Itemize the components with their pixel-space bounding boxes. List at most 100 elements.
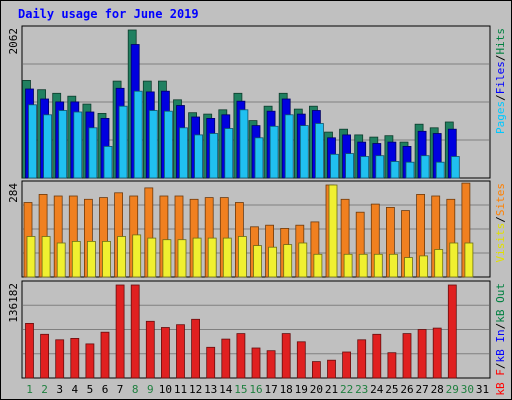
kbytes-panel-bar-kb-f-day-19 bbox=[296, 341, 306, 379]
hits-panel-legend-separator: / bbox=[494, 55, 507, 62]
day-label-30: 30 bbox=[461, 383, 474, 396]
day-label-8: 8 bbox=[132, 383, 139, 396]
day-label-19: 19 bbox=[295, 383, 308, 396]
sites-panel-bar-visits-day-16 bbox=[253, 245, 262, 278]
hits-panel-bar-pages-day-3 bbox=[58, 110, 68, 179]
hits-panel-bar-pages-day-4 bbox=[73, 111, 83, 179]
day-axis-labels: 1 2 3 4 5 6 7 8 9 10 11 12 13 14 15 16 17 18 19 20 21 22 23 24 2… bbox=[26, 383, 489, 396]
sites-panel-legend-visits: Visits bbox=[494, 223, 507, 263]
sites-panel-bar-visits-day-20 bbox=[313, 253, 323, 278]
day-label-18: 18 bbox=[280, 383, 293, 396]
kbytes-panel-bar-kb-f-day-12 bbox=[191, 318, 201, 379]
kbytes-panel-bar-kb-f-day-2 bbox=[40, 333, 49, 379]
kbytes-panel-bar-kb-f-day-14 bbox=[221, 338, 231, 379]
sites-panel-bar-visits-day-23 bbox=[358, 253, 368, 278]
kbytes-panel-bar-kb-f-day-22 bbox=[342, 351, 352, 379]
day-label-31: 31 bbox=[476, 383, 489, 396]
sites-panel-bar-visits-day-2 bbox=[41, 236, 51, 278]
hits-panel-bar-pages-day-2 bbox=[43, 114, 52, 179]
kbytes-panel-legend-kb-f: kB F bbox=[494, 369, 507, 396]
kbytes-panel-legend-separator: / bbox=[494, 363, 507, 370]
sites-panel-bar-visits-day-12 bbox=[192, 237, 202, 278]
day-label-7: 7 bbox=[117, 383, 124, 396]
kbytes-panel-bar-kb-f-day-28 bbox=[432, 327, 442, 379]
kbytes-panel-bar-kb-f-day-16 bbox=[251, 347, 261, 379]
hits-panel-bar-pages-day-16 bbox=[254, 137, 264, 179]
sites-panel-bar-visits-day-15 bbox=[237, 236, 247, 278]
day-label-13: 13 bbox=[204, 383, 217, 396]
day-label-3: 3 bbox=[56, 383, 63, 396]
chart-panels: 2062Pages/Files/Hits284Visits/Sites13618… bbox=[7, 25, 507, 396]
chart-title: Daily usage for June 2019 bbox=[18, 7, 199, 21]
kbytes-panel-bar-kb-f-day-26 bbox=[402, 333, 412, 379]
sites-panel-bar-visits-day-14 bbox=[222, 237, 232, 278]
kbytes-panel-bar-kb-f-day-3 bbox=[55, 339, 65, 379]
hits-panel-bar-pages-day-29 bbox=[450, 156, 460, 179]
kbytes-panel-bar-kb-f-day-11 bbox=[176, 324, 185, 379]
hits-panel-legend: Pages/Files/Hits bbox=[494, 28, 507, 134]
sites-panel-bar-visits-day-3 bbox=[56, 242, 66, 278]
hits-panel-bar-pages-day-9 bbox=[148, 110, 158, 179]
kbytes-panel-legend-kb-out: kB Out bbox=[494, 283, 507, 323]
hits-panel-bar-pages-day-28 bbox=[435, 161, 445, 179]
sites-panel-bar-visits-day-22 bbox=[343, 253, 353, 278]
day-label-6: 6 bbox=[102, 383, 109, 396]
sites-panel-bar-visits-day-30 bbox=[464, 242, 474, 278]
day-label-4: 4 bbox=[71, 383, 78, 396]
hits-panel-ymax-label: 2062 bbox=[7, 28, 20, 55]
kbytes-panel-bar-kb-f-day-13 bbox=[206, 346, 216, 379]
kbytes-panel-ymax-label: 136182 bbox=[7, 283, 20, 323]
day-label-16: 16 bbox=[249, 383, 262, 396]
sites-panel-bar-visits-day-4 bbox=[71, 240, 81, 278]
hits-panel-bar-pages-day-17 bbox=[269, 125, 279, 179]
sites-panel-bar-visits-day-21 bbox=[328, 184, 338, 278]
sites-panel: 284 Visits/Sites bbox=[7, 180, 507, 278]
hits-panel-bar-pages-day-18 bbox=[284, 114, 294, 179]
hits-panel-bar-pages-day-27 bbox=[420, 155, 430, 179]
sites-panel-bar-visits-day-9 bbox=[147, 237, 157, 278]
hits-panel-legend-files: Files bbox=[494, 61, 507, 94]
hits-panel-bar-pages-day-6 bbox=[103, 145, 113, 179]
kbytes-panel-bar-kb-f-day-27 bbox=[417, 329, 427, 379]
hits-panel-legend-separator: / bbox=[494, 94, 507, 101]
day-label-24: 24 bbox=[370, 383, 384, 396]
sites-panel-bar-visits-day-26 bbox=[404, 257, 413, 278]
hits-panel-bar-pages-day-7 bbox=[118, 105, 128, 179]
sites-panel-bar-visits-day-8 bbox=[132, 234, 142, 278]
sites-panel-bar-visits-day-27 bbox=[419, 255, 429, 278]
kbytes-panel-bar-kb-f-day-7 bbox=[115, 284, 125, 379]
hits-panel-bar-pages-day-25 bbox=[390, 161, 400, 179]
sites-panel-bar-visits-day-18 bbox=[283, 244, 293, 278]
day-label-1: 1 bbox=[26, 383, 33, 396]
hits-panel-bar-pages-day-8 bbox=[133, 90, 143, 179]
sites-panel-bar-visits-day-6 bbox=[102, 240, 111, 278]
sites-panel-bar-visits-day-7 bbox=[117, 236, 126, 278]
hits-panel-bar-pages-day-23 bbox=[360, 156, 370, 179]
kbytes-panel-bar-kb-f-day-21 bbox=[327, 359, 336, 379]
day-label-29: 29 bbox=[446, 383, 459, 396]
day-label-23: 23 bbox=[355, 383, 368, 396]
kbytes-panel-bar-kb-f-day-5 bbox=[85, 343, 95, 379]
hits-panel-bar-pages-day-10 bbox=[163, 110, 173, 179]
kbytes-panel-bar-kb-f-day-29 bbox=[447, 284, 457, 379]
day-label-21: 21 bbox=[325, 383, 338, 396]
day-label-28: 28 bbox=[431, 383, 444, 396]
sites-panel-legend: Visits/Sites bbox=[494, 183, 507, 263]
hits-panel-bar-pages-day-22 bbox=[345, 153, 355, 179]
day-label-27: 27 bbox=[415, 383, 428, 396]
kbytes-panel-bar-kb-f-day-23 bbox=[357, 339, 367, 379]
hits-panel-bar-pages-day-21 bbox=[330, 153, 339, 179]
hits-panel-legend-hits: Hits bbox=[494, 28, 507, 55]
kbytes-panel-bar-kb-f-day-18 bbox=[281, 333, 291, 379]
hits-panel-bar-pages-day-11 bbox=[179, 127, 188, 179]
hits-panel-bar-pages-day-13 bbox=[209, 133, 219, 179]
kbytes-panel-bar-kb-f-day-6 bbox=[100, 331, 110, 379]
day-label-2: 2 bbox=[41, 383, 48, 396]
sites-panel-ymax-label: 284 bbox=[7, 183, 20, 203]
kbytes-panel-legend-kb-in: kB In bbox=[494, 329, 507, 362]
hits-panel-bar-pages-day-1 bbox=[28, 104, 37, 179]
kbytes-panel-bar-kb-f-day-4 bbox=[70, 337, 80, 379]
sites-panel-bar-visits-day-5 bbox=[87, 240, 96, 278]
